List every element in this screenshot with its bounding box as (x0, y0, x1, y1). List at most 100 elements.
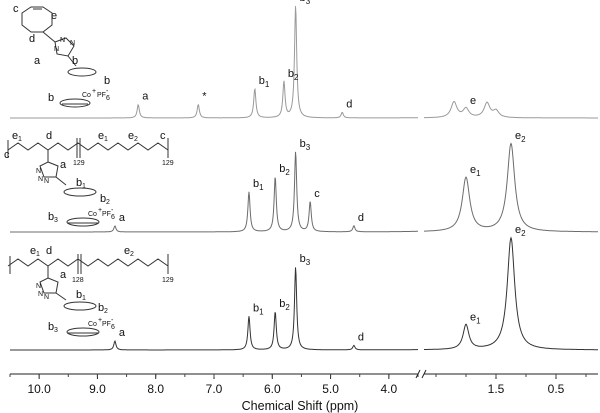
x-tick-label-5: 5.0 (322, 382, 339, 396)
bot-e1: e (30, 245, 36, 257)
triazole-ring-bottom (39, 277, 59, 294)
peak-label-2-3: b3 (300, 138, 311, 152)
peak-label-3-3: b3 (300, 253, 311, 267)
cp-lower-bottom (66, 327, 100, 337)
cp-lower-middle (66, 217, 100, 227)
bot-n2: N (38, 291, 43, 298)
mid-n-left: 129 (73, 160, 85, 167)
mid-a: a (60, 159, 67, 171)
cp-lower-top (59, 98, 91, 108)
struct-pf-top: PF (97, 92, 106, 99)
peak-label-2-4: c (314, 188, 320, 200)
bot-co: Co (88, 321, 97, 328)
struct-co-top: Co (82, 92, 91, 99)
x-tick-label-6: 4.0 (381, 382, 398, 396)
ring-substituent-bond (42, 31, 56, 43)
peak-label-1-0: a (142, 91, 149, 103)
peak-label-2-1: b1 (253, 178, 264, 192)
mid-pf-sub: 6 (111, 214, 115, 221)
struct-pf-sub-top: 6 (106, 95, 110, 102)
mid-d: d (46, 130, 52, 142)
struct-label-b3: b (48, 92, 54, 104)
mid-n3: N (44, 178, 49, 185)
bot-a: a (60, 269, 67, 281)
peak-label-1-1: * (202, 91, 207, 103)
structure-bottom-labels: e 1 d e 2 128 129 a N N N b 1 b 2 b 3 Co… (30, 245, 174, 334)
mid-co-charge: + (98, 207, 102, 214)
struct-n1-top: N (60, 37, 65, 44)
mid-e2-sub: 2 (134, 136, 138, 143)
structure-top-labels: c e d a b b b Co + PF 6 - N N N (13, 3, 110, 104)
axis-break-mark-1 (415, 369, 421, 379)
bot-b1: b (76, 289, 82, 301)
x-tick-label-8: 0.5 (548, 382, 565, 396)
peak-label-1-4: b3 (300, 0, 311, 6)
peak-labels-layer: a*b1b2b3deab1b2b3cde1e2ab1b2b3de1e2 (119, 0, 526, 344)
polymer-backbone-bottom (7, 258, 169, 267)
bot-n3: N (44, 294, 49, 301)
peak-label-2-5: d (358, 212, 364, 224)
bot-b2-sub: 2 (104, 308, 108, 315)
mid-e1-right-sub: 1 (104, 136, 108, 143)
cp-upper-bottom (63, 301, 97, 311)
bot-pf-sub: 6 (111, 324, 115, 331)
struct-co-charge-top: + (92, 88, 96, 95)
structure-middle-labels: e 1 d e 1 e 2 c 129 129 a N N N b 1 b 2 … (4, 130, 174, 224)
structure-middle (7, 138, 169, 227)
struct-label-d: d (29, 33, 35, 45)
polymer-backbone-middle (7, 142, 169, 151)
bot-b3: b (48, 321, 54, 333)
peak-label-3-6: e2 (515, 224, 526, 238)
bot-b2: b (98, 302, 104, 314)
peak-label-1-7: e (470, 95, 476, 107)
structure-top (21, 6, 97, 108)
bot-pf: PF (102, 321, 111, 328)
spectrum-2-left (10, 151, 418, 233)
bot-co-charge: + (98, 317, 102, 324)
peak-label-3-4: d (358, 332, 364, 344)
spectrum-1-left (10, 6, 418, 119)
mid-e1-right: e (98, 130, 104, 142)
x-tick-label-2: 8.0 (147, 382, 164, 396)
x-ticks: 10.0 9.0 8.0 7.0 6.0 5.0 4.0 1.5 0.5 (9, 374, 587, 396)
cyclooctene-ring (21, 6, 53, 33)
struct-label-a: a (34, 55, 41, 67)
spectra-layer (10, 6, 598, 351)
x-tick-label-3: 7.0 (206, 382, 223, 396)
bot-n-right: 129 (162, 277, 174, 284)
peak-label-2-7: e2 (515, 130, 526, 144)
struct-pf-charge-top: - (106, 88, 109, 95)
peak-label-2-0: a (119, 212, 126, 224)
bot-n1: N (36, 283, 41, 290)
mid-pf: PF (102, 211, 111, 218)
x-axis: 10.0 9.0 8.0 7.0 6.0 5.0 4.0 1.5 0.5 Chemical Sh… (9, 369, 598, 413)
axis-break-mark-2 (421, 369, 427, 379)
mid-b2-sub: 2 (106, 199, 110, 206)
mid-c-right: c (160, 130, 166, 142)
mid-n-right: 129 (162, 160, 174, 167)
mid-b2: b (100, 193, 106, 205)
cp-upper-top (67, 67, 97, 77)
spectrum-3-right (424, 236, 598, 351)
structure-bottom (7, 254, 169, 337)
mid-e1-left: e (12, 130, 18, 142)
struct-n3-top: N (54, 46, 59, 53)
spectrum-3-left (10, 267, 418, 351)
triazole-ring-top (54, 37, 75, 57)
struct-n2-top: N (70, 40, 75, 47)
mid-b3-sub: 3 (54, 217, 58, 224)
peak-label-3-2: b2 (279, 298, 290, 312)
peak-label-1-5: d (346, 98, 352, 110)
x-tick-label-0: 10.0 (27, 382, 51, 396)
mid-pf-charge: - (111, 207, 114, 214)
bot-e2-sub: 2 (130, 251, 134, 258)
triazole-link-top (67, 55, 77, 67)
mid-c-left: c (4, 149, 10, 161)
bot-e2: e (124, 245, 130, 257)
struct-label-b1: b (72, 55, 78, 67)
x-tick-label-7: 1.5 (488, 382, 505, 396)
bot-b3-sub: 3 (54, 327, 58, 334)
peak-label-3-0: a (119, 327, 126, 339)
mid-e2: e (128, 130, 134, 142)
